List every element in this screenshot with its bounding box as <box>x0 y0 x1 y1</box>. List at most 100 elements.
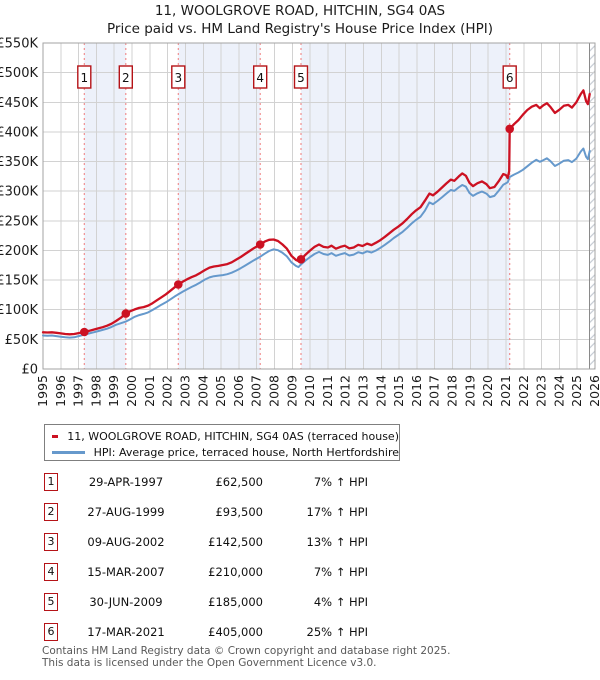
svg-text:2018: 2018 <box>445 375 460 407</box>
svg-text:2021: 2021 <box>498 375 513 407</box>
sale-price: £210,000 <box>208 565 263 579</box>
sale-date: 27-AUG-1999 <box>87 505 165 519</box>
svg-text:2016: 2016 <box>409 375 424 407</box>
svg-text:2005: 2005 <box>213 375 228 407</box>
svg-text:£100K: £100K <box>0 303 38 318</box>
svg-text:2008: 2008 <box>267 375 282 407</box>
svg-text:£0: £0 <box>21 363 38 378</box>
sale-number-badge: 5 <box>44 593 58 611</box>
svg-text:2007: 2007 <box>249 375 264 407</box>
sale-price: £405,000 <box>208 625 263 639</box>
svg-text:£250K: £250K <box>0 214 38 229</box>
table-row: 6 17-MAR-2021 £405,000 25% ↑ HPI <box>0 623 600 642</box>
svg-text:£450K: £450K <box>0 96 38 111</box>
svg-text:2004: 2004 <box>195 375 210 407</box>
svg-text:2012: 2012 <box>338 375 353 407</box>
svg-text:2000: 2000 <box>124 375 139 407</box>
svg-text:2017: 2017 <box>427 375 442 407</box>
sale-point-1 <box>80 327 89 337</box>
sale-hpi-change: 4% ↑ HPI <box>313 595 368 609</box>
sale-hpi-change: 7% ↑ HPI <box>313 475 368 489</box>
svg-text:£200K: £200K <box>0 244 38 259</box>
svg-text:2023: 2023 <box>534 375 549 407</box>
sale-price: £185,000 <box>208 595 263 609</box>
sale-date: 15-MAR-2007 <box>87 565 165 579</box>
svg-text:2022: 2022 <box>516 375 531 407</box>
sale-hpi-change: 25% ↑ HPI <box>306 625 368 639</box>
sale-number-badge: 3 <box>44 533 58 551</box>
property-line-swatch <box>52 434 59 438</box>
page-title: 11, WOOLGROVE ROAD, HITCHIN, SG4 0AS <box>154 3 446 19</box>
svg-text:2001: 2001 <box>142 375 157 407</box>
table-row: 2 27-AUG-1999 £93,500 17% ↑ HPI <box>0 503 600 522</box>
svg-text:2015: 2015 <box>391 375 406 407</box>
svg-text:£550K: £550K <box>0 37 38 52</box>
table-row: 5 30-JUN-2009 £185,000 4% ↑ HPI <box>0 593 600 612</box>
sale-price: £93,500 <box>215 505 263 519</box>
svg-text:2025: 2025 <box>569 375 584 407</box>
sale-price: £142,500 <box>208 535 263 549</box>
svg-text:£500K: £500K <box>0 66 38 81</box>
sale-marker-2: 2 <box>118 65 134 89</box>
svg-text:£150K: £150K <box>0 274 38 289</box>
sale-marker-3: 3 <box>171 65 186 89</box>
svg-text:2020: 2020 <box>480 375 495 407</box>
sale-date: 09-AUG-2002 <box>87 535 165 549</box>
legend-item-property: 11, WOOLGROVE ROAD, HITCHIN, SG4 0AS (te… <box>51 428 399 444</box>
hpi-line-swatch <box>52 450 85 454</box>
svg-text:1: 1 <box>80 71 88 85</box>
sale-hpi-change: 7% ↑ HPI <box>313 565 368 579</box>
sale-number-badge: 1 <box>44 473 58 491</box>
svg-text:£400K: £400K <box>0 125 38 140</box>
svg-text:1997: 1997 <box>71 375 86 407</box>
table-row: 4 15-MAR-2007 £210,000 7% ↑ HPI <box>0 563 600 582</box>
sale-number-badge: 2 <box>44 503 58 521</box>
svg-text:2009: 2009 <box>284 375 299 407</box>
sale-hpi-change: 13% ↑ HPI <box>306 535 368 549</box>
sale-number-badge: 6 <box>44 623 58 641</box>
table-row: 1 29-APR-1997 £62,500 7% ↑ HPI <box>0 473 600 492</box>
sale-point-5 <box>296 254 306 264</box>
svg-text:2014: 2014 <box>373 375 388 407</box>
sale-date: 30-JUN-2009 <box>89 595 163 609</box>
legend-label-property: 11, WOOLGROVE ROAD, HITCHIN, SG4 0AS (te… <box>67 429 399 443</box>
sale-price: £62,500 <box>215 475 263 489</box>
sale-number-badge: 4 <box>44 563 58 581</box>
sale-marker-1: 1 <box>77 65 92 89</box>
svg-text:2013: 2013 <box>356 375 371 407</box>
page-subtitle: Price paid vs. HM Land Registry's House … <box>107 21 493 37</box>
legend-label-hpi: HPI: Average price, terraced house, Nort… <box>93 445 399 459</box>
svg-text:2002: 2002 <box>160 375 175 407</box>
svg-text:2006: 2006 <box>231 375 246 407</box>
svg-text:£300K: £300K <box>0 185 38 200</box>
svg-text:£50K: £50K <box>5 333 39 348</box>
svg-text:3: 3 <box>174 71 182 85</box>
sale-point-6 <box>505 124 514 134</box>
svg-text:1998: 1998 <box>88 375 103 407</box>
table-row: 3 09-AUG-2002 £142,500 13% ↑ HPI <box>0 533 600 552</box>
svg-text:1996: 1996 <box>53 375 68 407</box>
footer-line1: Contains HM Land Registry data © Crown c… <box>42 645 451 657</box>
svg-text:1995: 1995 <box>35 375 50 407</box>
svg-text:2024: 2024 <box>551 375 566 407</box>
sale-date: 29-APR-1997 <box>88 475 164 489</box>
svg-text:2019: 2019 <box>462 375 477 407</box>
price-chart: 1 2 3 4 5 6 £0 £50K £100K £150K £200K £250K £300K £35… <box>0 37 600 407</box>
sale-date: 17-MAR-2021 <box>87 625 165 639</box>
chart-legend: 11, WOOLGROVE ROAD, HITCHIN, SG4 0AS (te… <box>44 424 400 461</box>
footer-line2: This data is licensed under the Open Gov… <box>42 656 377 669</box>
sale-marker-4: 4 <box>252 65 268 89</box>
legend-item-hpi: HPI: Average price, terraced house, Nort… <box>51 444 399 460</box>
sale-point-4 <box>255 240 265 249</box>
footer-attribution: Contains HM Land Registry data © Crown c… <box>42 645 451 669</box>
sale-hpi-change: 17% ↑ HPI <box>306 505 368 519</box>
svg-text:4: 4 <box>256 71 264 85</box>
svg-text:£350K: £350K <box>0 155 38 170</box>
svg-text:2: 2 <box>122 71 130 85</box>
svg-text:2003: 2003 <box>178 375 193 407</box>
sale-point-2 <box>121 309 131 318</box>
sale-point-3 <box>174 280 183 289</box>
svg-text:2026: 2026 <box>587 375 600 407</box>
svg-text:6: 6 <box>506 71 514 85</box>
